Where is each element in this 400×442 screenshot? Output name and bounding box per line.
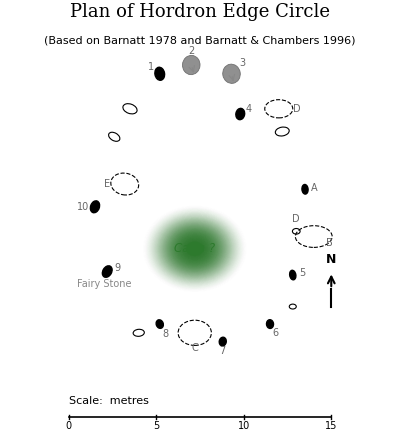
Ellipse shape	[172, 230, 218, 268]
Text: 7: 7	[220, 346, 226, 356]
Ellipse shape	[189, 244, 200, 254]
Ellipse shape	[171, 229, 219, 269]
Ellipse shape	[223, 64, 240, 84]
Ellipse shape	[192, 247, 197, 251]
Text: D: D	[292, 214, 300, 224]
Text: A: A	[310, 183, 317, 193]
Ellipse shape	[163, 222, 227, 276]
Ellipse shape	[219, 337, 226, 346]
Text: 5: 5	[153, 421, 159, 431]
Ellipse shape	[177, 234, 213, 264]
Ellipse shape	[90, 201, 100, 213]
Ellipse shape	[178, 235, 212, 263]
Text: 6: 6	[272, 328, 278, 338]
Ellipse shape	[162, 221, 228, 276]
Ellipse shape	[160, 220, 229, 277]
Text: 3: 3	[239, 58, 245, 68]
Ellipse shape	[181, 237, 208, 260]
Text: 9: 9	[115, 263, 121, 273]
Text: Scale:  metres: Scale: metres	[69, 396, 149, 406]
Ellipse shape	[187, 242, 202, 255]
Text: 1: 1	[148, 62, 154, 72]
Text: 10: 10	[238, 421, 250, 431]
Text: 5: 5	[299, 268, 306, 278]
Ellipse shape	[174, 231, 216, 266]
Ellipse shape	[190, 245, 200, 253]
Ellipse shape	[179, 236, 211, 262]
Ellipse shape	[165, 224, 225, 274]
Ellipse shape	[176, 233, 214, 265]
Text: E: E	[104, 179, 110, 189]
Text: 2: 2	[188, 46, 194, 56]
Text: 10: 10	[77, 202, 89, 212]
Text: 0: 0	[66, 421, 72, 431]
Ellipse shape	[185, 241, 204, 257]
Ellipse shape	[186, 241, 204, 256]
Ellipse shape	[170, 228, 220, 270]
Ellipse shape	[183, 239, 206, 259]
Ellipse shape	[302, 184, 308, 194]
Ellipse shape	[182, 55, 200, 75]
Ellipse shape	[191, 246, 198, 252]
Text: Cairn ?: Cairn ?	[174, 242, 215, 255]
Text: B: B	[326, 238, 333, 248]
Ellipse shape	[164, 223, 226, 275]
Text: Fairy Stone: Fairy Stone	[78, 279, 132, 289]
Text: (Based on Barnatt 1978 and Barnatt & Chambers 1996): (Based on Barnatt 1978 and Barnatt & Cha…	[44, 35, 356, 45]
Ellipse shape	[188, 243, 202, 255]
Ellipse shape	[155, 67, 165, 80]
Ellipse shape	[266, 320, 274, 328]
Ellipse shape	[173, 230, 217, 267]
Text: 15: 15	[325, 421, 338, 431]
Ellipse shape	[236, 108, 245, 120]
Ellipse shape	[167, 225, 223, 272]
Ellipse shape	[168, 226, 222, 271]
Ellipse shape	[175, 232, 215, 265]
Ellipse shape	[102, 266, 112, 277]
Ellipse shape	[166, 225, 224, 273]
Ellipse shape	[187, 242, 203, 255]
Text: N: N	[326, 253, 336, 266]
Ellipse shape	[169, 227, 221, 271]
Text: Plan of Hordron Edge Circle: Plan of Hordron Edge Circle	[70, 3, 330, 21]
Ellipse shape	[184, 240, 206, 258]
Ellipse shape	[156, 320, 163, 328]
Ellipse shape	[180, 236, 210, 261]
Text: 8: 8	[162, 329, 168, 339]
Ellipse shape	[290, 271, 296, 280]
Text: C: C	[191, 343, 198, 353]
Text: 4: 4	[246, 104, 252, 114]
Text: D: D	[293, 104, 301, 114]
Ellipse shape	[182, 238, 208, 259]
